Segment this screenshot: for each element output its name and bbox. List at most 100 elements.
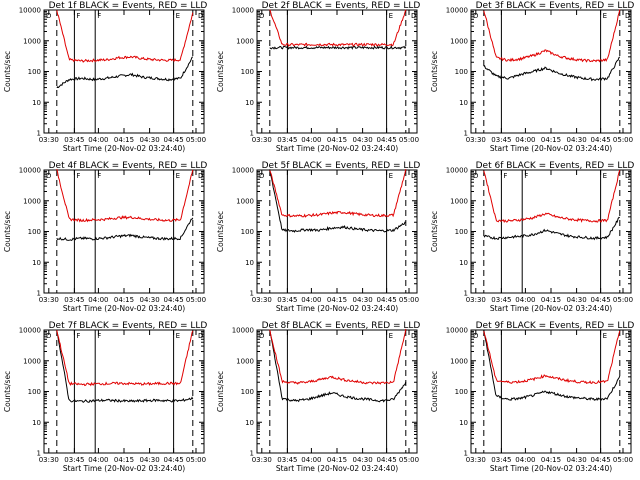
segment-marker-d: D (198, 172, 203, 180)
series-events-line (269, 44, 407, 50)
x-tick-label: 05:00 (186, 296, 206, 304)
y-tick-label: 10 (459, 259, 468, 267)
segment-marker-e: E (176, 332, 180, 340)
y-tick-label: 100 (28, 388, 41, 396)
y-tick-label: 1 (250, 130, 254, 138)
plot-frame (470, 9, 632, 134)
x-axis-label: Start Time (20-Nov-02 03:24:40) (63, 144, 185, 153)
x-axis-label: Start Time (20-Nov-02 03:24:40) (63, 304, 185, 313)
segment-marker-d: D (625, 332, 630, 340)
series-events-line (56, 217, 194, 241)
y-tick-label: 100 (454, 228, 467, 236)
x-tick-label: 04:45 (377, 296, 397, 304)
y-tick-label: 100 (241, 228, 254, 236)
x-tick-label: 03:30 (39, 456, 59, 464)
chart-panel-9: Det 9f BLACK = Events, RED = LLD 1 10 100 10… (430, 321, 634, 473)
chart-title: Det 5f BLACK = Events, RED = LLD (262, 161, 421, 171)
chart-title: Det 6f BLACK = Events, RED = LLD (475, 161, 634, 171)
y-tick-label: 100 (241, 68, 254, 76)
y-tick-label: 10000 (19, 167, 41, 175)
plot-frame (256, 9, 418, 134)
series-lld-line (269, 169, 407, 218)
y-axis-label: Counts/sec (430, 211, 439, 252)
series-events-line (56, 56, 194, 89)
x-axis-label: Start Time (20-Nov-02 03:24:40) (490, 464, 612, 473)
y-tick-label: 1 (250, 450, 254, 458)
x-tick-label: 04:30 (566, 456, 586, 464)
y-tick-label: 1000 (450, 37, 468, 45)
x-axis-label: Start Time (20-Nov-02 03:24:40) (276, 144, 398, 153)
x-tick-label: 04:30 (140, 136, 160, 144)
y-tick-label: 10 (32, 259, 41, 267)
x-tick-label: 04:00 (88, 136, 108, 144)
y-tick-label: 10000 (19, 327, 41, 335)
x-tick-label: 04:00 (515, 136, 535, 144)
y-tick-label: 100 (454, 388, 467, 396)
y-tick-label: 100 (28, 68, 41, 76)
x-tick-label: 04:15 (541, 296, 561, 304)
y-tick-label: 10 (459, 419, 468, 427)
series-events-line (482, 329, 620, 402)
x-tick-label: 04:45 (164, 456, 184, 464)
x-tick-label: 04:45 (590, 456, 610, 464)
x-tick-label: 03:45 (278, 296, 298, 304)
y-axis-label: Counts/sec (3, 51, 12, 92)
segment-marker-d: D (46, 332, 51, 340)
segment-marker-d: D (625, 12, 630, 20)
segment-marker-f: F (524, 172, 528, 180)
segment-marker-f: F (97, 172, 101, 180)
x-tick-label: 04:45 (377, 456, 397, 464)
segment-marker-f: F (76, 332, 80, 340)
x-tick-label: 04:00 (302, 136, 322, 144)
x-tick-label: 04:15 (327, 136, 347, 144)
x-tick-label: 03:45 (491, 136, 511, 144)
x-tick-label: 04:30 (140, 296, 160, 304)
chart-title: Det 1f BLACK = Events, RED = LLD (49, 1, 208, 11)
segment-marker-d: D (411, 12, 416, 20)
x-axis-label: Start Time (20-Nov-02 03:24:40) (490, 304, 612, 313)
x-axis-label: Start Time (20-Nov-02 03:24:40) (276, 464, 398, 473)
y-tick-label: 100 (241, 388, 254, 396)
chart-title: Det 2f BLACK = Events, RED = LLD (262, 1, 421, 11)
y-tick-label: 1000 (23, 37, 41, 45)
x-tick-label: 05:00 (613, 136, 633, 144)
series-events-line (483, 216, 620, 241)
chart-panel-6: Det 6f BLACK = Events, RED = LLD 1 10 100 10… (430, 161, 634, 313)
y-tick-label: 1 (37, 130, 41, 138)
x-tick-label: 04:00 (515, 456, 535, 464)
y-tick-label: 10000 (445, 7, 467, 15)
x-tick-label: 04:30 (353, 296, 373, 304)
x-tick-label: 03:30 (252, 456, 272, 464)
chart-title: Det 4f BLACK = Events, RED = LLD (49, 161, 208, 171)
chart-panel-1: Det 1f BLACK = Events, RED = LLD 1 10 100 10… (3, 1, 208, 153)
chart-title: Det 8f BLACK = Events, RED = LLD (262, 321, 421, 331)
series-lld-line (482, 169, 620, 224)
y-tick-label: 10000 (445, 167, 467, 175)
y-tick-label: 10000 (445, 327, 467, 335)
x-tick-label: 04:15 (327, 456, 347, 464)
y-tick-label: 10000 (232, 7, 254, 15)
segment-marker-e: E (602, 172, 606, 180)
y-axis-label: Counts/sec (3, 371, 12, 412)
x-tick-label: 03:30 (465, 136, 485, 144)
y-tick-label: 10 (245, 419, 254, 427)
x-tick-label: 03:30 (39, 296, 59, 304)
y-tick-label: 1000 (23, 197, 41, 205)
y-tick-label: 1000 (237, 197, 255, 205)
segment-marker-e: E (602, 332, 606, 340)
x-tick-label: 04:45 (590, 296, 610, 304)
y-tick-label: 1000 (237, 357, 255, 365)
y-tick-label: 100 (454, 68, 467, 76)
x-tick-label: 03:30 (252, 136, 272, 144)
x-tick-label: 03:45 (278, 456, 298, 464)
y-tick-label: 10 (245, 99, 254, 107)
segment-marker-d: D (473, 172, 478, 180)
x-tick-label: 05:00 (186, 456, 206, 464)
chart-title: Det 9f BLACK = Events, RED = LLD (475, 321, 634, 331)
segment-marker-d: D (198, 12, 203, 20)
x-tick-label: 04:15 (327, 296, 347, 304)
segment-marker-f: F (503, 172, 507, 180)
x-tick-label: 03:30 (465, 296, 485, 304)
segment-marker-f: F (76, 12, 80, 20)
chart-title: Det 3f BLACK = Events, RED = LLD (475, 1, 634, 11)
